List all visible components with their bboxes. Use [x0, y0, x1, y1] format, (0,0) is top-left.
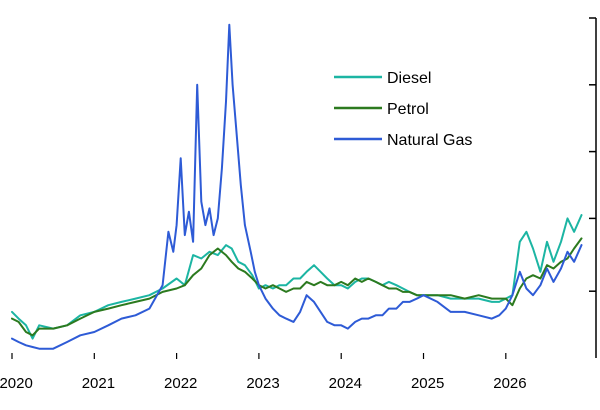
- x-tick-label: 2025: [411, 375, 444, 392]
- legend-item-petrol: Petrol: [334, 101, 429, 118]
- x-tick-label: 2020: [0, 375, 33, 392]
- series-line-natural-gas: [11, 23, 583, 350]
- legend-label: Natural Gas: [387, 132, 472, 149]
- legend-item-natural-gas: Natural Gas: [334, 132, 472, 149]
- legend-item-diesel: Diesel: [334, 70, 431, 87]
- legend: Diesel Petrol Natural Gas: [334, 70, 472, 149]
- series-line-petrol: [11, 237, 583, 337]
- x-tick-label: 2022: [164, 375, 197, 392]
- axes: 2020 2021 2022 2023 2024 2025 2026: [0, 17, 597, 392]
- x-tick-label: 2021: [82, 375, 115, 392]
- legend-label: Petrol: [387, 101, 429, 118]
- plot-area: [11, 23, 583, 350]
- legend-label: Diesel: [387, 70, 431, 87]
- series-line-diesel: [11, 214, 583, 340]
- x-tick-label: 2026: [493, 375, 526, 392]
- x-tick-label: 2023: [246, 375, 279, 392]
- x-tick-label: 2024: [329, 375, 362, 392]
